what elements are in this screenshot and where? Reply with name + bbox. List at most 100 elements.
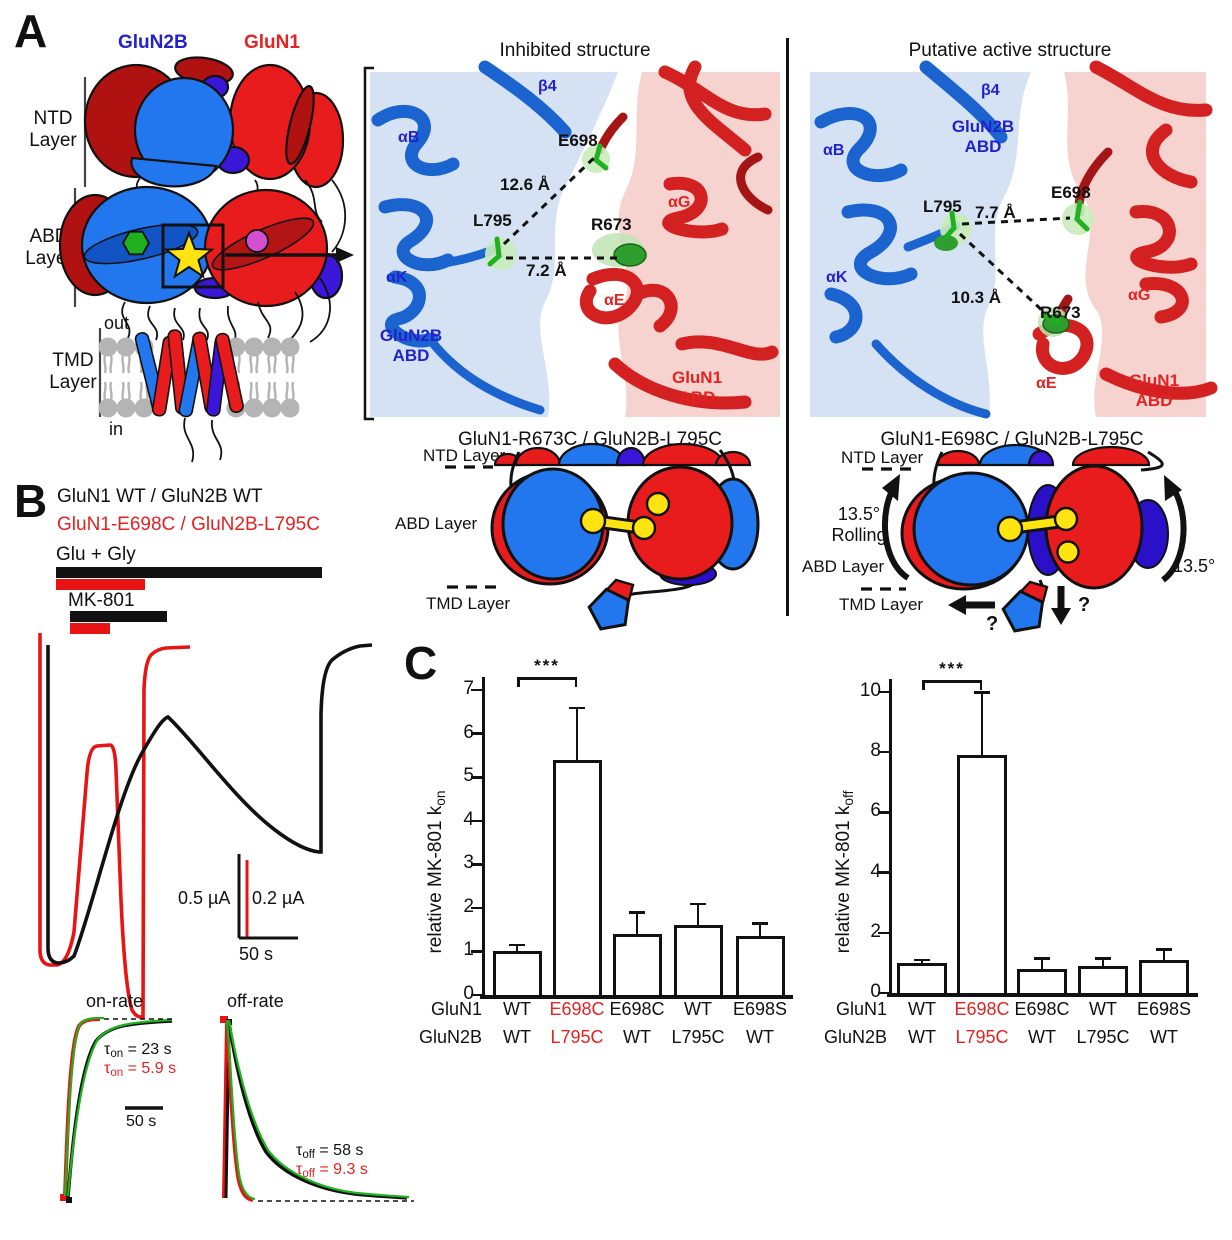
y-tick <box>878 750 890 754</box>
error-bar-cap <box>1095 957 1111 960</box>
error-bar-cap <box>752 922 768 925</box>
cartoon-inh-tmd-label: TMD Layer <box>426 594 511 613</box>
y-tick-label: 8 <box>870 740 881 762</box>
significance-label: *** <box>939 659 965 678</box>
category-label-glun1: E698S <box>732 999 788 1019</box>
rolling-arrow-left <box>882 474 910 581</box>
y-axis <box>888 679 892 997</box>
category-label-glun2b: WT <box>1028 1027 1056 1047</box>
tmd-motion-arrows <box>948 586 1071 625</box>
x-axis <box>480 995 793 999</box>
glu-gly-label: Glu + Gly <box>56 544 136 565</box>
y-tick-label: 2 <box>870 920 881 942</box>
y-tick-label: 2 <box>463 895 474 917</box>
ntd-layer-label: NTD Layer <box>29 108 77 152</box>
bar <box>1139 959 1189 993</box>
cartoon-inhibited-drawing <box>445 442 760 631</box>
inhibited-structure-drawing <box>363 60 780 421</box>
inh-e698-label: E698 <box>558 131 598 150</box>
y-tick <box>471 906 483 910</box>
inh-glun2b-abd-label: GluN2B ABD <box>379 326 443 366</box>
scale-h-label: 50 s <box>239 944 274 964</box>
bar <box>957 755 1007 993</box>
glun1-legend: GluN1 <box>244 32 300 53</box>
row-header-glun1: GluN1 <box>835 999 887 1019</box>
act-dist-bottom-label: 10.3 Å <box>951 288 1002 307</box>
error-bar-cap <box>1034 957 1050 960</box>
category-label-glun2b: L795C <box>671 1027 725 1047</box>
cartoon-act-ntd-label: NTD Layer <box>841 448 924 467</box>
glycine-site-icon <box>245 229 269 253</box>
zoom-box <box>161 223 225 289</box>
y-tick <box>878 690 890 694</box>
cartoon-active-drawing <box>861 443 1187 633</box>
y-tick-label: 4 <box>870 860 881 882</box>
category-label-glun1: WT <box>1089 999 1117 1019</box>
y-tick-label: 7 <box>463 678 474 700</box>
inh-b4-label: β4 <box>538 78 557 95</box>
error-bar-cap <box>1156 948 1172 951</box>
category-label-glun2b: WT <box>908 1027 936 1047</box>
tau-off-wt-label: τoff = 58 s <box>296 1142 364 1162</box>
error-bar-cap <box>914 958 930 962</box>
off-rate-title: off-rate <box>227 991 284 1011</box>
bar <box>1078 965 1128 993</box>
mk801-bar-wt <box>70 611 167 622</box>
ntd-layer-blobs <box>83 56 345 189</box>
rolling-label: 13.5° Rolling <box>831 504 887 546</box>
crosslink-site <box>1053 506 1079 532</box>
act-r673-label: R673 <box>1040 303 1081 322</box>
category-label-glun1: E698S <box>1136 999 1192 1019</box>
error-bar <box>980 692 984 756</box>
inh-dist-top-label: 12.6 Å <box>500 175 551 194</box>
error-bar <box>1101 958 1105 966</box>
bar <box>735 936 785 995</box>
y-tick-label: 1 <box>463 939 474 961</box>
significance-bracket <box>922 680 982 683</box>
y-tick <box>471 732 483 735</box>
glutamate-site-icon <box>121 230 151 256</box>
glun1-ribbons <box>579 60 779 410</box>
category-label-glun1: WT <box>908 999 936 1019</box>
trace-wt <box>46 643 373 965</box>
bar <box>1017 968 1067 993</box>
act-e698-label: E698 <box>1051 183 1091 202</box>
y-tick-label: 0 <box>870 981 881 1002</box>
significance-tick <box>574 677 577 687</box>
panel-b-letter: B <box>14 475 48 527</box>
glu-gly-bar-mut <box>56 579 145 590</box>
residue-highlights <box>485 143 647 270</box>
y-tick-label: 3 <box>463 852 474 874</box>
significance-tick <box>979 680 982 690</box>
rolling-arrow-right <box>1161 475 1187 583</box>
category-label-glun2b: WT <box>746 1027 774 1047</box>
row-header-glun2b: GluN2B <box>823 1027 887 1047</box>
glu-gly-bar-wt <box>56 567 322 578</box>
error-bar <box>515 944 519 952</box>
crosslink-site <box>996 515 1024 543</box>
inh-aB-label: αB <box>398 129 420 146</box>
trace-mutant <box>38 633 191 1019</box>
mk801-bar-mut <box>70 623 110 634</box>
category-label-glun1: WT <box>684 999 712 1019</box>
inset-on-rate-curves <box>60 1016 176 1203</box>
significance-tick <box>922 680 925 690</box>
degree-label: 13.5° <box>1173 556 1216 576</box>
y-tick-label: 6 <box>463 721 474 743</box>
receptor-cartoon-drawing <box>58 56 354 463</box>
in-label: in <box>109 419 124 439</box>
category-label-glun1: E698C <box>954 999 1010 1019</box>
category-label-glun1: E698C <box>549 999 605 1019</box>
act-aE-label: αE <box>1036 375 1057 392</box>
glun2b-ribbons <box>371 60 572 348</box>
bar <box>612 934 662 995</box>
category-label-glun2b: L795C <box>550 1027 604 1047</box>
distance-lines <box>502 154 618 260</box>
scale-bars <box>237 854 298 940</box>
y-tick <box>471 950 483 953</box>
category-label-glun1: WT <box>503 999 531 1019</box>
y-tick-label: 0 <box>463 983 474 1004</box>
cartoon-act-abd-label: ABD Layer <box>802 557 885 576</box>
